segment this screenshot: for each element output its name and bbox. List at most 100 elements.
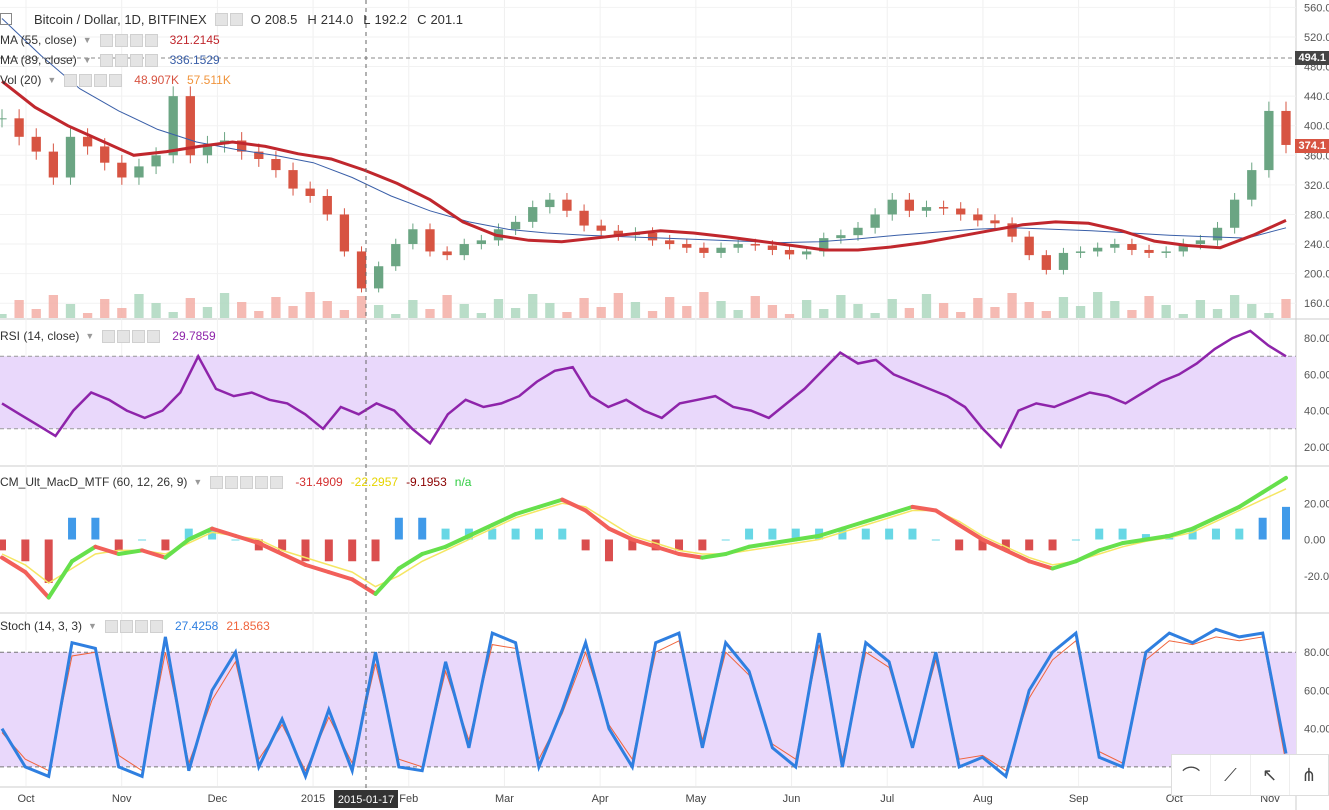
trendline-icon[interactable]: ⟋ bbox=[1211, 755, 1251, 795]
macd-line-segment bbox=[630, 537, 658, 549]
macd-line-segment bbox=[140, 548, 168, 560]
close-icon[interactable] bbox=[144, 33, 158, 47]
macd-histogram-bar bbox=[908, 528, 917, 540]
volume-bar bbox=[373, 305, 384, 318]
volume-bar bbox=[921, 294, 932, 318]
candle-body bbox=[1161, 251, 1171, 253]
settings-icon[interactable] bbox=[79, 73, 93, 87]
macd-line-segment bbox=[443, 533, 471, 549]
collapse-icon[interactable] bbox=[0, 13, 12, 25]
candle-body bbox=[938, 207, 949, 209]
volume-bar bbox=[1178, 314, 1188, 318]
eye-icon[interactable] bbox=[99, 53, 113, 67]
chevron-down-icon[interactable]: ▼ bbox=[85, 331, 95, 341]
volume-bar bbox=[973, 298, 983, 318]
plus-icon[interactable] bbox=[129, 53, 143, 67]
volume-bar bbox=[1058, 297, 1069, 318]
close-icon[interactable] bbox=[149, 619, 163, 633]
macd-histogram-bar bbox=[931, 539, 940, 541]
macd-histogram-bar bbox=[44, 539, 53, 583]
volume-bar bbox=[647, 311, 658, 318]
cursor-icon[interactable]: ↖ bbox=[1251, 755, 1290, 795]
candle-body bbox=[322, 195, 332, 215]
drawing-toolbar: ⌒ ⟋ ↖ ⋔ bbox=[1171, 754, 1329, 796]
ohlc-high: 214.0 bbox=[320, 11, 354, 27]
macd-histogram-bar bbox=[1141, 534, 1150, 540]
y-tick-label: 520.00 bbox=[1304, 32, 1329, 44]
eye-icon[interactable] bbox=[102, 329, 116, 343]
eye-icon[interactable] bbox=[104, 619, 118, 633]
volume-bar bbox=[870, 313, 880, 318]
candle-body bbox=[1264, 110, 1274, 171]
eye-icon[interactable] bbox=[210, 475, 224, 489]
settings-icon[interactable] bbox=[225, 475, 239, 489]
y-tick-label: 20.00 bbox=[1304, 442, 1329, 454]
macd-legend[interactable]: CM_Ult_MacD_MTF (60, 12, 26, 9) ▼ -31.490… bbox=[0, 474, 471, 490]
eye-icon[interactable] bbox=[99, 33, 113, 47]
axes: Oct Nov Dec 2015 Feb Mar Apr May Jun Jul Aug Sep Oct… bbox=[17, 2, 1329, 805]
macd-histogram-bar bbox=[1025, 539, 1034, 551]
plus-icon[interactable] bbox=[134, 619, 148, 633]
plus-icon[interactable] bbox=[129, 33, 143, 47]
plus-icon[interactable] bbox=[94, 73, 108, 87]
macd-histogram-bar bbox=[1095, 528, 1104, 540]
volume-bar bbox=[1007, 293, 1017, 318]
macd-histogram-bar bbox=[324, 539, 333, 562]
volume-bar bbox=[442, 295, 452, 318]
candle-body bbox=[356, 251, 367, 289]
volume-bar bbox=[254, 311, 264, 318]
candle-body bbox=[1075, 251, 1086, 253]
macd-line-segment bbox=[0, 555, 28, 575]
chevron-down-icon[interactable]: ▼ bbox=[47, 75, 57, 85]
ohlc-high-label: H bbox=[307, 11, 317, 27]
settings-icon[interactable] bbox=[114, 53, 128, 67]
ohlc-open-label: O bbox=[250, 11, 261, 27]
y-tick-label: 320.00 bbox=[1304, 180, 1329, 192]
chevron-down-icon[interactable]: ▼ bbox=[193, 477, 203, 487]
plus-icon[interactable] bbox=[255, 475, 269, 489]
eye-icon[interactable] bbox=[64, 73, 78, 87]
ma55-label: MA (55, close) bbox=[0, 33, 77, 47]
macd-histogram-bar bbox=[791, 528, 800, 540]
chevron-down-icon[interactable]: ▼ bbox=[82, 55, 92, 65]
candle-body bbox=[699, 247, 709, 253]
rsi-legend[interactable]: RSI (14, close) ▼ 29.7859 bbox=[0, 328, 216, 344]
candle-body bbox=[1093, 247, 1103, 252]
settings-icon[interactable] bbox=[119, 619, 133, 633]
macd-line-segment bbox=[1120, 537, 1148, 546]
braces-icon[interactable] bbox=[240, 475, 254, 489]
settings-icon[interactable] bbox=[114, 33, 128, 47]
candle-body bbox=[853, 227, 863, 236]
candle-body bbox=[408, 229, 418, 245]
macd-line-segment bbox=[396, 552, 425, 571]
brush-icon[interactable]: ⌒ bbox=[1172, 755, 1212, 795]
macd-line-segment bbox=[653, 544, 682, 556]
candle-body bbox=[1058, 252, 1069, 270]
volume-bar bbox=[1041, 311, 1051, 318]
stoch-legend[interactable]: Stoch (14, 3, 3) ▼ 27.4258 21.8563 bbox=[0, 618, 270, 634]
close-icon[interactable] bbox=[109, 73, 123, 87]
plus-icon[interactable] bbox=[132, 329, 146, 343]
chevron-down-icon[interactable]: ▼ bbox=[88, 621, 97, 631]
rsi-line bbox=[1, 329, 1287, 450]
candle-body bbox=[767, 245, 778, 250]
ma55-legend[interactable]: MA (55, close) ▼ 321.2145 bbox=[0, 32, 220, 48]
settings-icon[interactable] bbox=[117, 329, 131, 343]
pitchfork-icon[interactable]: ⋔ bbox=[1301, 764, 1317, 785]
ohlc-close: 201.1 bbox=[430, 11, 463, 27]
volume-bar bbox=[596, 307, 606, 318]
macd-histogram-bar bbox=[604, 539, 613, 562]
macd-line-segment bbox=[677, 552, 705, 560]
macd-histogram-bar bbox=[1001, 539, 1010, 551]
volume-bar bbox=[476, 313, 487, 318]
vol-legend[interactable]: Vol (20) ▼ 48.907K 57.511K bbox=[0, 72, 231, 88]
close-icon[interactable] bbox=[147, 329, 161, 343]
settings-icon[interactable] bbox=[229, 12, 243, 26]
close-icon[interactable] bbox=[270, 475, 284, 489]
close-icon[interactable] bbox=[144, 53, 158, 67]
macd-line-segment bbox=[840, 519, 868, 531]
chevron-down-icon[interactable]: ▼ bbox=[82, 35, 92, 45]
eye-icon[interactable] bbox=[214, 12, 228, 26]
ma89-legend[interactable]: MA (89, close) ▼ 336.1529 bbox=[0, 52, 220, 68]
